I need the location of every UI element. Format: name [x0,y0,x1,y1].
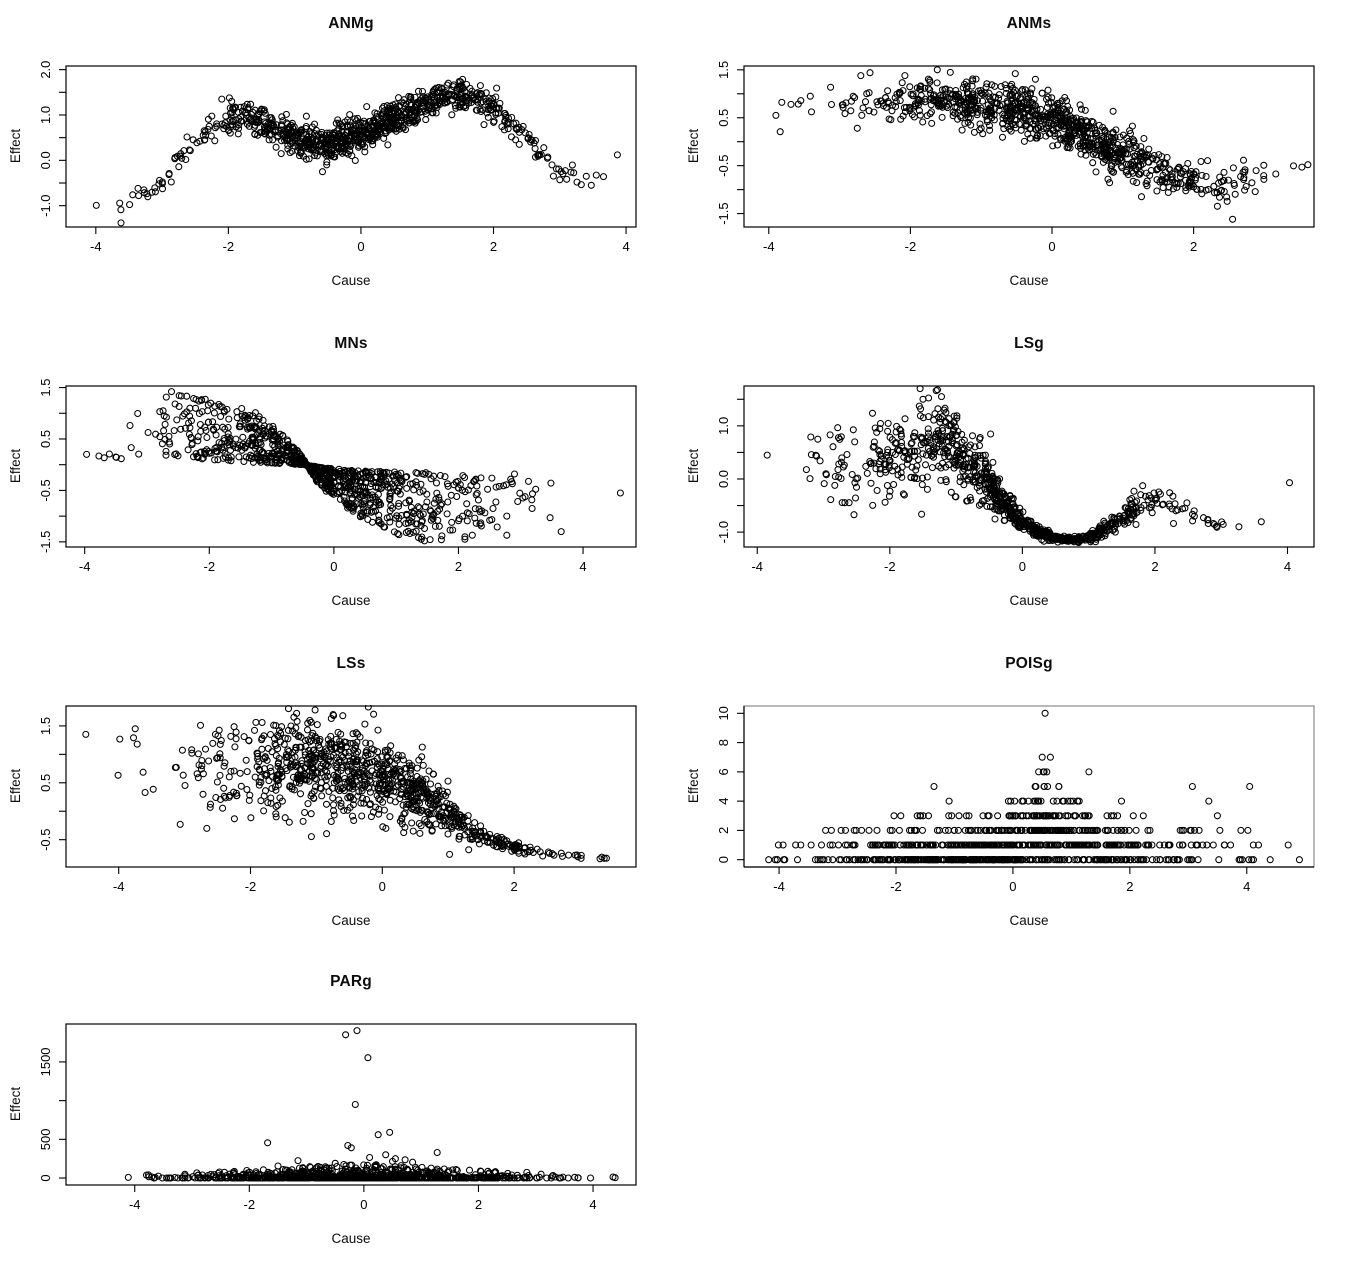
svg-text:-4: -4 [90,239,102,254]
svg-text:4: 4 [622,239,629,254]
scatter-plot-poisg: -4 -2 0 2 4 0 2 4 6 8 10 [716,705,1315,894]
svg-text:0.5: 0.5 [716,109,731,127]
svg-text:8: 8 [716,739,731,746]
svg-text:4: 4 [579,559,586,574]
svg-text:0.5: 0.5 [38,774,53,792]
plot-title-parg: PARg [330,973,372,990]
svg-text:-2: -2 [884,559,896,574]
x-axis-label-lsg: Cause [1009,593,1049,608]
svg-text:2: 2 [1126,879,1133,894]
svg-text:0: 0 [716,856,731,863]
svg-text:0: 0 [379,879,386,894]
svg-text:0: 0 [1019,559,1026,574]
svg-text:2.0: 2.0 [38,61,53,79]
svg-text:-1.0: -1.0 [38,194,53,216]
y-axis-label-anms: Effect [686,128,701,164]
svg-text:-2: -2 [203,559,215,574]
panel-lsg: -4 -2 0 2 4 -1.0 0.0 1.0 LSg Effect Cause [678,320,1357,640]
svg-text:2: 2 [455,559,462,574]
plot-title-poisg: POISg [1005,655,1053,672]
x-axis-label-lss: Cause [331,913,371,928]
svg-text:0: 0 [357,239,364,254]
svg-text:-2: -2 [905,239,917,254]
svg-text:-4: -4 [751,559,763,574]
svg-text:0.0: 0.0 [716,470,731,488]
svg-text:1.5: 1.5 [716,61,731,79]
y-axis-label-lsg: Effect [686,448,701,484]
svg-text:-2: -2 [245,879,257,894]
svg-text:1.5: 1.5 [38,379,53,397]
y-axis-label-mns: Effect [8,448,23,484]
x-axis-label-poisg: Cause [1009,913,1049,928]
svg-text:2: 2 [490,239,497,254]
svg-text:2: 2 [510,879,517,894]
svg-text:-4: -4 [763,239,775,254]
svg-text:-1.5: -1.5 [38,531,53,553]
svg-text:1.0: 1.0 [716,417,731,435]
scatter-plot-anmg: -4 -2 0 2 4 -1.0 0.0 1.0 2.0 [38,61,637,254]
svg-text:4: 4 [1284,559,1291,574]
panel-poisg: -4 -2 0 2 4 0 2 4 6 8 10 POISg Effect Cause [678,640,1357,958]
panel-parg: -4 -2 0 2 4 0 500 1500 PARg Effect Cause [0,958,678,1277]
svg-text:-0.5: -0.5 [716,154,731,176]
panel-lss: -4 -2 0 2 -0.5 0.5 1.5 LSs Effect Cause [0,640,678,958]
x-axis-label-parg: Cause [331,1231,371,1246]
svg-text:2: 2 [1151,559,1158,574]
svg-text:0.5: 0.5 [38,430,53,448]
scatter-plot-anms: -4 -2 0 2 -1.5 -0.5 0.5 1.5 [716,61,1315,254]
svg-text:-4: -4 [79,559,91,574]
empty-cell [678,958,1357,1277]
y-axis-label-anmg: Effect [8,128,23,164]
x-axis-label-anmg: Cause [331,273,371,288]
svg-text:6: 6 [716,768,731,775]
svg-text:-1.5: -1.5 [716,202,731,224]
plot-title-anmg: ANMg [328,15,374,32]
scatter-plot-lsg: -4 -2 0 2 4 -1.0 0.0 1.0 [716,385,1315,574]
y-axis-label-parg: Effect [8,1086,23,1122]
x-axis-label-anms: Cause [1009,273,1049,288]
svg-text:-0.5: -0.5 [38,479,53,501]
plot-title-lsg: LSg [1014,335,1044,352]
y-axis-label-poisg: Effect [686,768,701,804]
scatter-plot-lss: -4 -2 0 2 -0.5 0.5 1.5 [38,705,637,894]
svg-text:0: 0 [330,559,337,574]
x-axis-label-mns: Cause [331,593,371,608]
panel-mns: -4 -2 0 2 4 -1.5 -0.5 0.5 1.5 MNs Effect Cause [0,320,678,640]
svg-text:-4: -4 [113,879,125,894]
plot-title-mns: MNs [334,335,368,352]
svg-text:1.5: 1.5 [38,717,53,735]
svg-text:4: 4 [1243,879,1250,894]
svg-text:-1.0: -1.0 [716,521,731,543]
svg-text:2: 2 [716,827,731,834]
svg-text:-2: -2 [223,239,235,254]
scatter-plot-mns: -4 -2 0 2 4 -1.5 -0.5 0.5 1.5 [38,379,637,574]
svg-text:4: 4 [716,798,731,805]
svg-text:-0.5: -0.5 [38,828,53,850]
svg-text:10: 10 [716,706,731,720]
svg-text:0: 0 [1009,879,1016,894]
panel-anms: -4 -2 0 2 -1.5 -0.5 0.5 1.5 ANMs Effect Cause [678,0,1357,320]
svg-text:0: 0 [1048,239,1055,254]
panel-anmg: -4 -2 0 2 4 -1.0 0.0 1.0 2.0 ANMg Effect Cause [0,0,678,320]
svg-text:0.0: 0.0 [38,151,53,169]
plot-title-anms: ANMs [1006,15,1052,32]
plot-title-lss: LSs [336,655,366,672]
svg-text:-2: -2 [890,879,902,894]
svg-text:2: 2 [1190,239,1197,254]
y-axis-label-lss: Effect [8,768,23,804]
svg-text:-4: -4 [773,879,785,894]
svg-text:1.0: 1.0 [38,106,53,124]
